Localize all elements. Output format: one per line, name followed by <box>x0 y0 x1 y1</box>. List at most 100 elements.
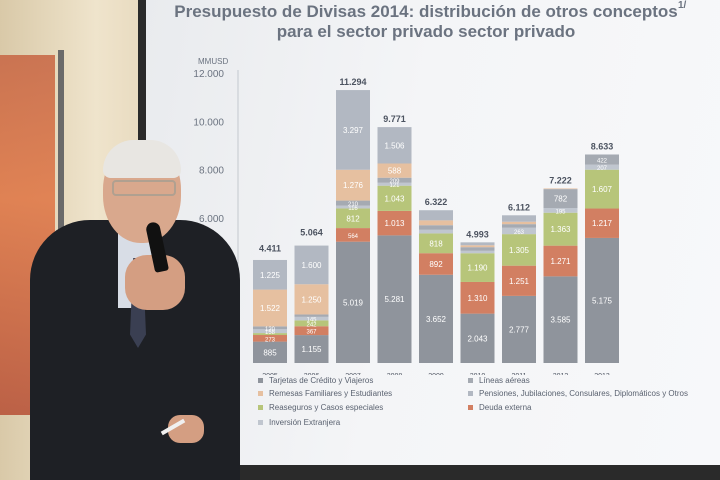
segment-value-label: 5.019 <box>343 298 364 307</box>
segment-value-label: 818 <box>429 239 443 248</box>
bar-segment <box>460 313 495 363</box>
segment-value-label: 422 <box>597 159 608 165</box>
bar-segment <box>294 245 329 285</box>
x-tick-label: 2006 <box>304 373 320 375</box>
x-tick-label: 2010 <box>470 373 486 375</box>
x-tick-label: 2012 <box>553 373 569 375</box>
bar-segment <box>460 242 495 246</box>
bar-segment <box>460 253 495 282</box>
slide-title: Presupuesto de Divisas 2014: distribució… <box>174 2 678 21</box>
bar-segment <box>543 207 578 213</box>
x-tick-label: 2005 <box>262 373 278 375</box>
x-tick-label: 2011 <box>511 373 526 375</box>
bar-segment <box>253 289 287 327</box>
legend-swatch <box>468 405 473 411</box>
bar-segment <box>419 225 453 230</box>
bar-segment <box>377 185 412 211</box>
segment-value-label: 263 <box>514 230 525 236</box>
segment-value-label: 210 <box>348 202 359 208</box>
legend-label: Reaseguros y Casos especiales <box>269 403 384 412</box>
bar-segment <box>460 245 495 248</box>
segment-value-label: 5.175 <box>592 296 613 305</box>
bar-segment <box>585 208 619 238</box>
bar-segment <box>294 335 329 363</box>
segment-value-label: 1.155 <box>301 345 322 354</box>
legend-item: Inversión Extranjera <box>258 418 340 427</box>
bar-segment <box>502 234 536 266</box>
segment-value-label: 885 <box>263 348 277 357</box>
segment-value-label: 367 <box>306 330 317 336</box>
slide-subtitle: para el sector privado sector privado <box>276 22 576 41</box>
bar-segment <box>585 154 619 165</box>
bar-segment <box>502 295 536 363</box>
bar-segment <box>253 341 287 363</box>
bar-segment <box>543 276 578 363</box>
footnote-mark: 1/ <box>678 0 687 11</box>
bar-segment <box>253 259 287 290</box>
segment-value-label: 1.310 <box>467 294 488 303</box>
segment-value-label: 1.251 <box>509 277 530 286</box>
segment-value-label: 2.777 <box>509 325 530 334</box>
legend-swatch <box>258 378 263 384</box>
bar-segment <box>585 169 619 209</box>
legend-item: Remesas Familiares y Estudiantes <box>258 389 392 398</box>
bar-segment <box>377 210 412 236</box>
bar-segment <box>419 253 453 275</box>
y-axis-label: MMUSD <box>198 57 228 66</box>
bar-segment <box>585 164 619 170</box>
bar-total-label: 4.993 <box>466 229 489 239</box>
legend-swatch <box>258 405 263 411</box>
segment-value-label: 1.305 <box>509 246 530 255</box>
legend-label: Deuda externa <box>479 403 532 412</box>
segment-value-label: 145 <box>306 318 317 324</box>
legend-swatch <box>468 378 473 384</box>
segment-value-label: 209 <box>389 179 400 185</box>
bar-segment <box>336 208 370 229</box>
speaker-hair <box>103 140 181 178</box>
segment-value-label: 207 <box>597 166 608 172</box>
segment-value-label: 195 <box>555 209 566 215</box>
bar-segment <box>543 188 578 190</box>
legend-label: Inversión Extranjera <box>269 418 341 427</box>
legend-swatch <box>258 420 263 426</box>
segment-value-label: 1.522 <box>260 304 281 313</box>
segment-value-label: 116 <box>348 206 358 212</box>
legend-item: Líneas aéreas <box>468 376 530 385</box>
x-tick-label: 2007 <box>345 373 361 375</box>
bar-segment <box>502 227 536 235</box>
speaker-other-hand <box>168 415 204 443</box>
legend-label: Líneas aéreas <box>479 376 530 385</box>
projection-screen: Presupuesto de Divisas 2014: distribució… <box>146 0 720 465</box>
speaker-glasses <box>112 180 176 196</box>
bar-segment <box>336 169 370 201</box>
bar-segment <box>543 189 578 208</box>
bar-segment <box>419 229 453 234</box>
segment-value-label: 812 <box>346 214 360 223</box>
legend-item: Reaseguros y Casos especiales <box>258 403 383 412</box>
y-tick-label: 10.000 <box>193 117 224 128</box>
segment-value-label: 2.043 <box>467 334 488 343</box>
segment-value-label: 121 <box>389 183 400 189</box>
bar-segment <box>502 215 536 222</box>
segment-value-label: 1.190 <box>467 264 488 273</box>
bar-segment <box>377 177 412 183</box>
bar-segment <box>294 284 329 315</box>
bar-segment <box>336 200 370 206</box>
bar-total-label: 8.633 <box>591 141 614 151</box>
legend-label: Pensiones, Jubilaciones, Consulares, Dip… <box>479 389 688 398</box>
segment-value-label: 1.250 <box>301 295 322 304</box>
bar-segment <box>253 333 287 336</box>
legend-swatch <box>468 391 473 397</box>
legend-item: Deuda externa <box>468 403 531 412</box>
bar-segment <box>377 163 412 178</box>
segment-value-label: 3.297 <box>343 126 364 135</box>
segment-value-label: 1.271 <box>550 257 571 266</box>
segment-value-label: 3.585 <box>550 316 571 325</box>
segment-value-label: 1.217 <box>592 219 613 228</box>
y-tick-label: 12.000 <box>193 69 224 80</box>
bar-segment <box>294 326 329 336</box>
segment-value-label: 3.652 <box>426 315 447 324</box>
segment-value-label: 120 <box>265 327 276 333</box>
segment-value-label: 242 <box>306 322 317 328</box>
bar-total-label: 9.771 <box>383 114 406 124</box>
